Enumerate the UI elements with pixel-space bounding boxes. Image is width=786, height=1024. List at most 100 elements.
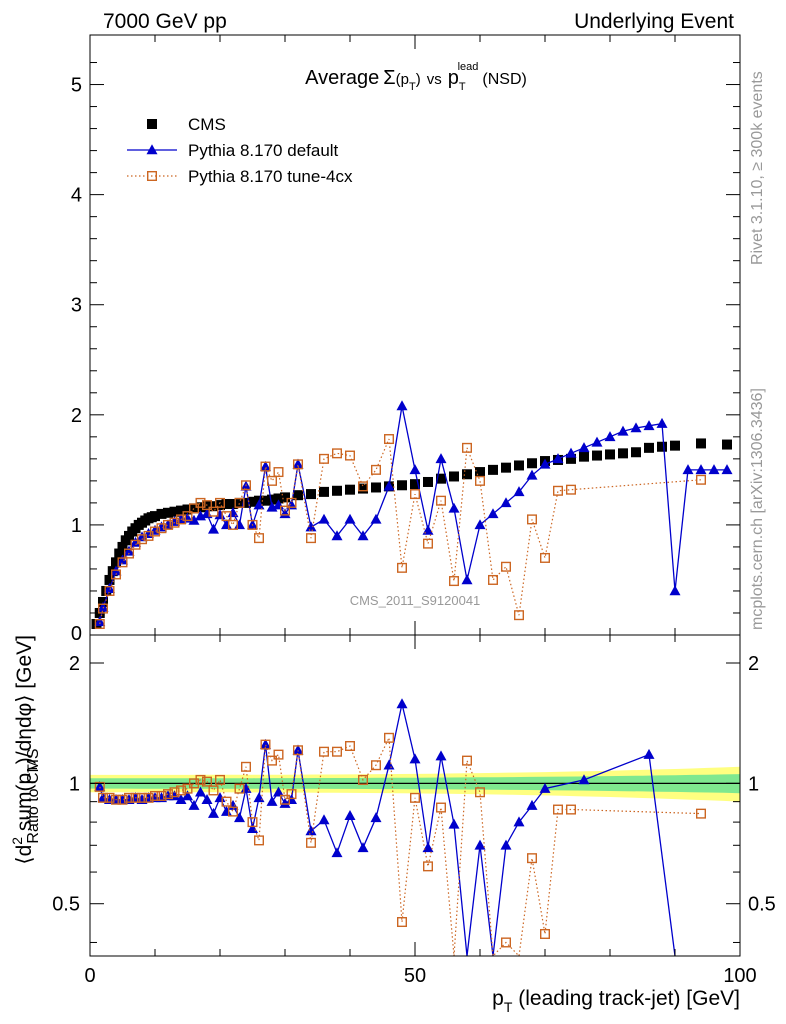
data-point xyxy=(630,422,642,433)
data-point xyxy=(228,498,238,509)
data-point xyxy=(293,459,304,470)
data-point xyxy=(94,781,106,792)
data-point xyxy=(501,561,512,572)
data-point xyxy=(696,474,707,485)
header-left: 7000 GeV pp xyxy=(103,10,227,33)
data-point xyxy=(94,618,105,629)
data-point xyxy=(474,519,486,530)
legend-entry: Pythia 8.170 tune-4cx xyxy=(127,167,353,186)
data-point xyxy=(156,523,167,534)
ratio-axis-ticks: 0.5 0.5 1 1 2 2 0 50 100 xyxy=(52,635,776,987)
data-point xyxy=(169,787,180,798)
ylabel-mid: sum(p xyxy=(13,773,36,837)
data-point xyxy=(280,492,290,503)
data-point xyxy=(247,817,258,828)
data-point xyxy=(293,490,303,501)
data-point xyxy=(110,569,121,580)
title-pt: p xyxy=(448,67,459,89)
ratio-y-tick-label-right: 1 xyxy=(748,773,759,795)
data-point xyxy=(273,749,284,760)
data-point xyxy=(215,500,225,511)
data-point xyxy=(253,792,265,803)
data-point xyxy=(156,790,167,801)
data-point xyxy=(293,745,304,756)
series-line xyxy=(99,405,727,622)
data-point xyxy=(267,494,277,505)
data-point xyxy=(410,792,421,803)
data-point xyxy=(513,816,525,827)
legend: CMS Pythia 8.170 default Pythia 8.170 tune… xyxy=(127,115,353,186)
title-sigma: Σ xyxy=(383,67,395,89)
data-point xyxy=(123,792,134,803)
data-point xyxy=(214,497,225,508)
data-point xyxy=(527,853,538,864)
data-point xyxy=(318,513,330,524)
data-point xyxy=(540,552,551,563)
data-point xyxy=(94,781,105,792)
data-point xyxy=(552,453,564,464)
data-point xyxy=(721,464,733,475)
data-point xyxy=(117,541,128,552)
legend-label: Pythia 8.170 default xyxy=(188,141,339,160)
data-point xyxy=(104,792,115,803)
data-point xyxy=(208,785,219,796)
data-point xyxy=(253,835,264,846)
ratio-y-tick-label-right: 2 xyxy=(748,653,759,675)
data-point xyxy=(123,548,134,559)
ylabel-sup: 2 xyxy=(9,837,25,845)
data-point xyxy=(318,814,330,825)
data-point xyxy=(208,506,219,517)
data-point xyxy=(234,497,245,508)
x-tick-label: 0 xyxy=(84,965,95,987)
data-point xyxy=(280,505,291,516)
data-point xyxy=(260,461,271,472)
data-point xyxy=(423,538,434,549)
data-point xyxy=(143,792,154,803)
data-point xyxy=(130,792,141,803)
data-point xyxy=(436,495,447,506)
data-point xyxy=(201,500,212,511)
data-point xyxy=(188,503,199,514)
data-point xyxy=(117,554,128,565)
data-point xyxy=(253,499,265,510)
data-point xyxy=(260,460,271,471)
data-point xyxy=(475,787,486,798)
data-point xyxy=(114,548,125,559)
ratio-plot-series xyxy=(94,698,707,958)
data-point xyxy=(123,545,135,556)
data-point xyxy=(319,746,330,757)
data-point xyxy=(553,485,564,496)
data-point xyxy=(227,519,238,530)
data-point xyxy=(273,467,284,478)
data-point xyxy=(221,498,232,509)
data-point xyxy=(553,804,564,815)
series-pythia-8-170-default xyxy=(94,400,733,627)
y-tick-label: 3 xyxy=(71,295,82,317)
data-point xyxy=(214,774,225,785)
data-point xyxy=(188,514,200,525)
data-point xyxy=(371,464,382,475)
data-point xyxy=(306,489,316,500)
data-point xyxy=(162,789,173,800)
plot-title: Average Σ(pT) vs pTlead(NSD) xyxy=(305,61,527,93)
data-point xyxy=(462,442,473,453)
data-point xyxy=(501,462,511,473)
data-point xyxy=(435,750,447,761)
data-point xyxy=(448,502,460,513)
data-point xyxy=(163,507,173,518)
data-point xyxy=(306,837,317,848)
data-point xyxy=(227,806,238,817)
data-point xyxy=(319,453,330,464)
data-point xyxy=(436,802,447,813)
data-point xyxy=(280,794,291,805)
data-point xyxy=(578,442,590,453)
data-point xyxy=(371,482,381,493)
data-point xyxy=(104,574,115,585)
data-point xyxy=(565,447,577,458)
data-point xyxy=(526,469,538,480)
data-point xyxy=(182,783,193,794)
data-point xyxy=(592,450,602,461)
data-point xyxy=(487,508,499,519)
main-y-label: ⟨d2 sum(pT)/dηdφ⟩ [GeV] xyxy=(9,635,40,865)
data-point xyxy=(162,519,173,530)
